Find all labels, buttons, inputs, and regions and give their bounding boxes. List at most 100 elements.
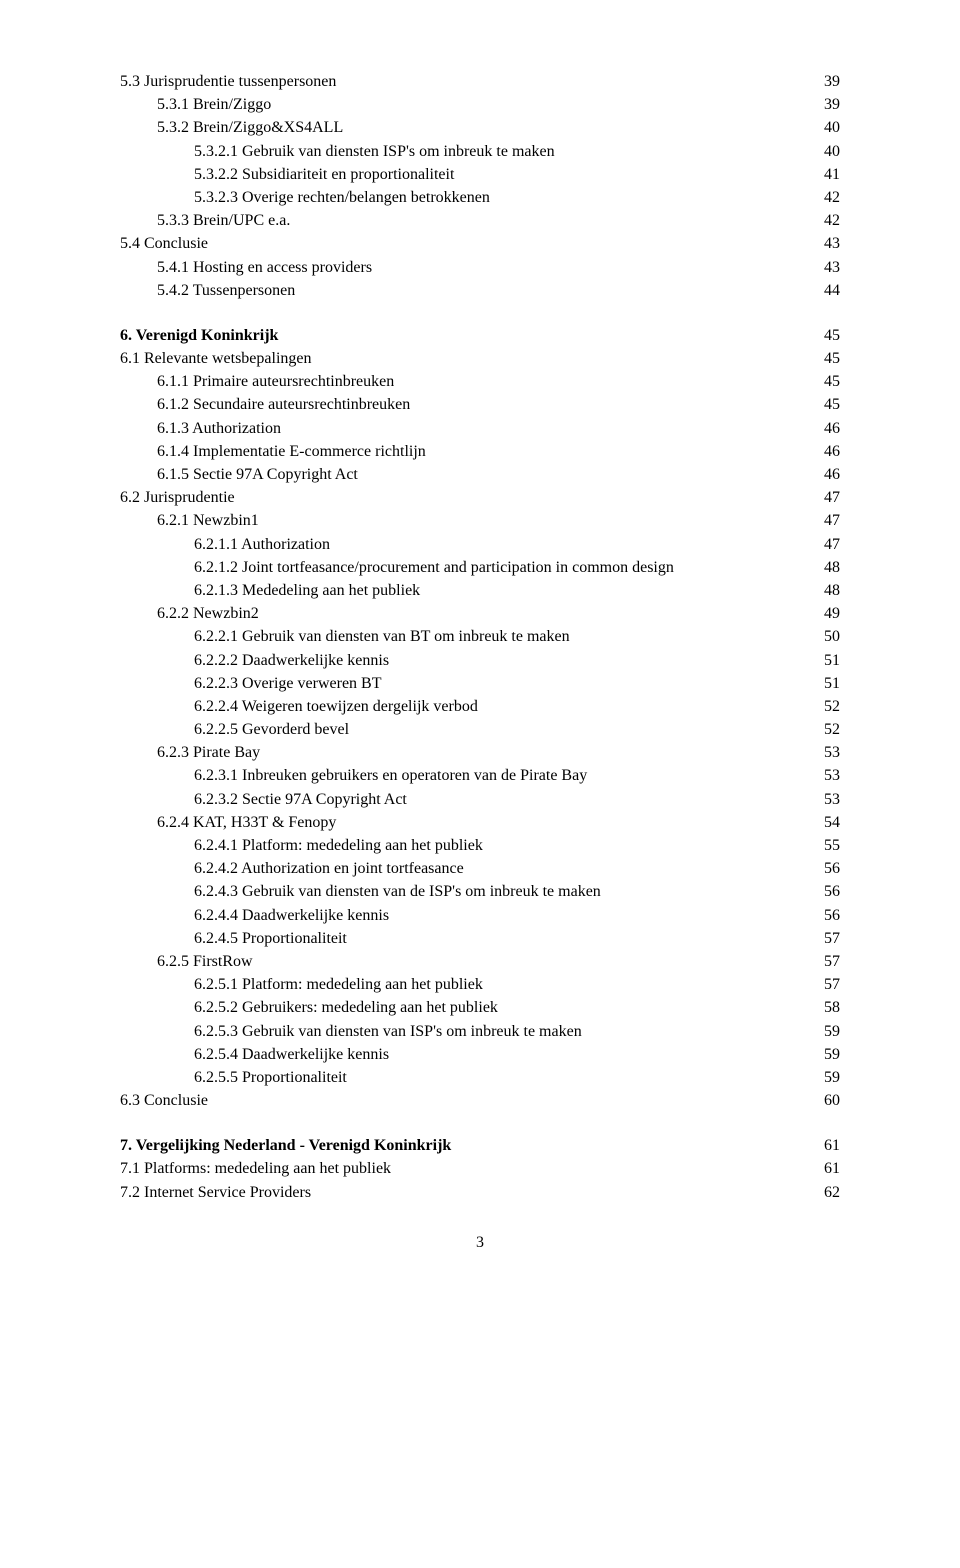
toc-page: 51 [810,672,840,695]
toc-row: 5.4 Conclusie43 [120,232,840,255]
toc-row: 5.3 Jurisprudentie tussenpersonen39 [120,70,840,93]
toc-row: 6.2.2.1 Gebruik van diensten van BT om i… [120,625,840,648]
toc-page: 46 [810,463,840,486]
toc-label: 7.1 Platforms: mededeling aan het publie… [120,1157,810,1180]
toc-label: 6.2.1.3 Mededeling aan het publiek [194,579,810,602]
toc-page: 56 [810,904,840,927]
toc-page: 51 [810,649,840,672]
toc-label: 6.2.5.3 Gebruik van diensten van ISP's o… [194,1020,810,1043]
toc-label: 6.1.5 Sectie 97A Copyright Act [157,463,810,486]
toc-page: 62 [810,1181,840,1204]
toc-row: 5.3.2.3 Overige rechten/belangen betrokk… [120,186,840,209]
toc-page: 59 [810,1066,840,1089]
toc-page: 56 [810,880,840,903]
toc-label: 6.2.1.2 Joint tortfeasance/procurement a… [194,556,810,579]
toc-row: 6.3 Conclusie60 [120,1089,840,1112]
toc-page: 45 [810,347,840,370]
toc-page: 52 [810,695,840,718]
toc-page: 40 [810,116,840,139]
toc-label: 6.3 Conclusie [120,1089,810,1112]
toc-row: 6.2.5.5 Proportionaliteit59 [120,1066,840,1089]
toc-page: 61 [810,1134,840,1157]
toc-label: 5.3.2.3 Overige rechten/belangen betrokk… [194,186,810,209]
toc-row: 6.2.2.2 Daadwerkelijke kennis51 [120,649,840,672]
row-spacer [120,302,840,324]
toc-page: 50 [810,625,840,648]
toc-label: 5.3.2.1 Gebruik van diensten ISP's om in… [194,140,810,163]
toc-label: 5.3.2.2 Subsidiariteit en proportionalit… [194,163,810,186]
toc-row: 6.2.1 Newzbin147 [120,509,840,532]
toc-page: 45 [810,324,840,347]
toc-row: 6.2.2.4 Weigeren toewijzen dergelijk ver… [120,695,840,718]
toc-row: 6.2.4.3 Gebruik van diensten van de ISP'… [120,880,840,903]
toc-page: 48 [810,579,840,602]
toc-row: 6.2.5.2 Gebruikers: mededeling aan het p… [120,996,840,1019]
toc-row: 6.2.4.5 Proportionaliteit57 [120,927,840,950]
toc-label: 6.2.5.5 Proportionaliteit [194,1066,810,1089]
toc-page: 53 [810,788,840,811]
toc-page: 44 [810,279,840,302]
toc-page: 54 [810,811,840,834]
toc-page: 46 [810,440,840,463]
toc-row: 6.1.2 Secundaire auteursrechtinbreuken45 [120,393,840,416]
toc-row: 6.2.3.2 Sectie 97A Copyright Act53 [120,788,840,811]
toc-label: 5.3.2 Brein/Ziggo&XS4ALL [157,116,810,139]
toc-label: 5.3 Jurisprudentie tussenpersonen [120,70,810,93]
toc-page: 55 [810,834,840,857]
toc-label: 6.2.3 Pirate Bay [157,741,810,764]
toc-page: 45 [810,370,840,393]
toc-label: 6.2.2.1 Gebruik van diensten van BT om i… [194,625,810,648]
toc-page: 41 [810,163,840,186]
toc-label: 6.2.4.2 Authorization en joint tortfeasa… [194,857,810,880]
toc-row: 6.2.4 KAT, H33T & Fenopy54 [120,811,840,834]
toc-page: 53 [810,741,840,764]
toc-label: 6.2.2.4 Weigeren toewijzen dergelijk ver… [194,695,810,718]
toc-label: 6.2.5 FirstRow [157,950,810,973]
toc-label: 6.1.1 Primaire auteursrechtinbreuken [157,370,810,393]
toc-label: 5.4.2 Tussenpersonen [157,279,810,302]
toc-row: 5.3.2 Brein/Ziggo&XS4ALL40 [120,116,840,139]
toc-page: 56 [810,857,840,880]
toc-label: 6.2.4.4 Daadwerkelijke kennis [194,904,810,927]
toc-label: 7. Vergelijking Nederland - Verenigd Kon… [120,1134,810,1157]
toc-row: 5.3.2.2 Subsidiariteit en proportionalit… [120,163,840,186]
toc-page: 59 [810,1043,840,1066]
toc-label: 6. Verenigd Koninkrijk [120,324,810,347]
toc-page: 58 [810,996,840,1019]
toc-page: 39 [810,93,840,116]
toc-label: 6.2.2.2 Daadwerkelijke kennis [194,649,810,672]
toc-page: 53 [810,764,840,787]
toc-page: 57 [810,950,840,973]
toc-row: 6.2.5 FirstRow57 [120,950,840,973]
toc-row: 6.2.1.1 Authorization47 [120,533,840,556]
toc-page: 48 [810,556,840,579]
toc-row: 7.1 Platforms: mededeling aan het publie… [120,1157,840,1180]
toc-label: 6.1.2 Secundaire auteursrechtinbreuken [157,393,810,416]
toc-row: 6.2.4.1 Platform: mededeling aan het pub… [120,834,840,857]
toc-row: 6.2.5.1 Platform: mededeling aan het pub… [120,973,840,996]
toc-label: 6.2.5.1 Platform: mededeling aan het pub… [194,973,810,996]
toc-page: 47 [810,533,840,556]
toc-label: 5.3.3 Brein/UPC e.a. [157,209,810,232]
toc-label: 5.4 Conclusie [120,232,810,255]
toc-row: 6.2.2 Newzbin249 [120,602,840,625]
toc-row: 6.2 Jurisprudentie47 [120,486,840,509]
toc-label: 6.2.3.1 Inbreuken gebruikers en operator… [194,764,810,787]
page-number: 3 [120,1234,840,1252]
toc-page: 42 [810,209,840,232]
toc-row: 6.1.4 Implementatie E-commerce richtlijn… [120,440,840,463]
toc-row: 7. Vergelijking Nederland - Verenigd Kon… [120,1134,840,1157]
toc-row: 6.2.5.4 Daadwerkelijke kennis59 [120,1043,840,1066]
toc-row: 6.1.5 Sectie 97A Copyright Act46 [120,463,840,486]
toc-row: 6.2.2.3 Overige verweren BT51 [120,672,840,695]
row-spacer [120,1112,840,1134]
toc-label: 6.1.4 Implementatie E-commerce richtlijn [157,440,810,463]
toc-row: 5.3.1 Brein/Ziggo39 [120,93,840,116]
toc-label: 6.2.4.3 Gebruik van diensten van de ISP'… [194,880,810,903]
toc-row: 6.2.4.2 Authorization en joint tortfeasa… [120,857,840,880]
toc-page: 57 [810,927,840,950]
toc-page: 42 [810,186,840,209]
toc-label: 6.2.3.2 Sectie 97A Copyright Act [194,788,810,811]
toc-page: 49 [810,602,840,625]
toc-row: 6.1.3 Authorization46 [120,417,840,440]
